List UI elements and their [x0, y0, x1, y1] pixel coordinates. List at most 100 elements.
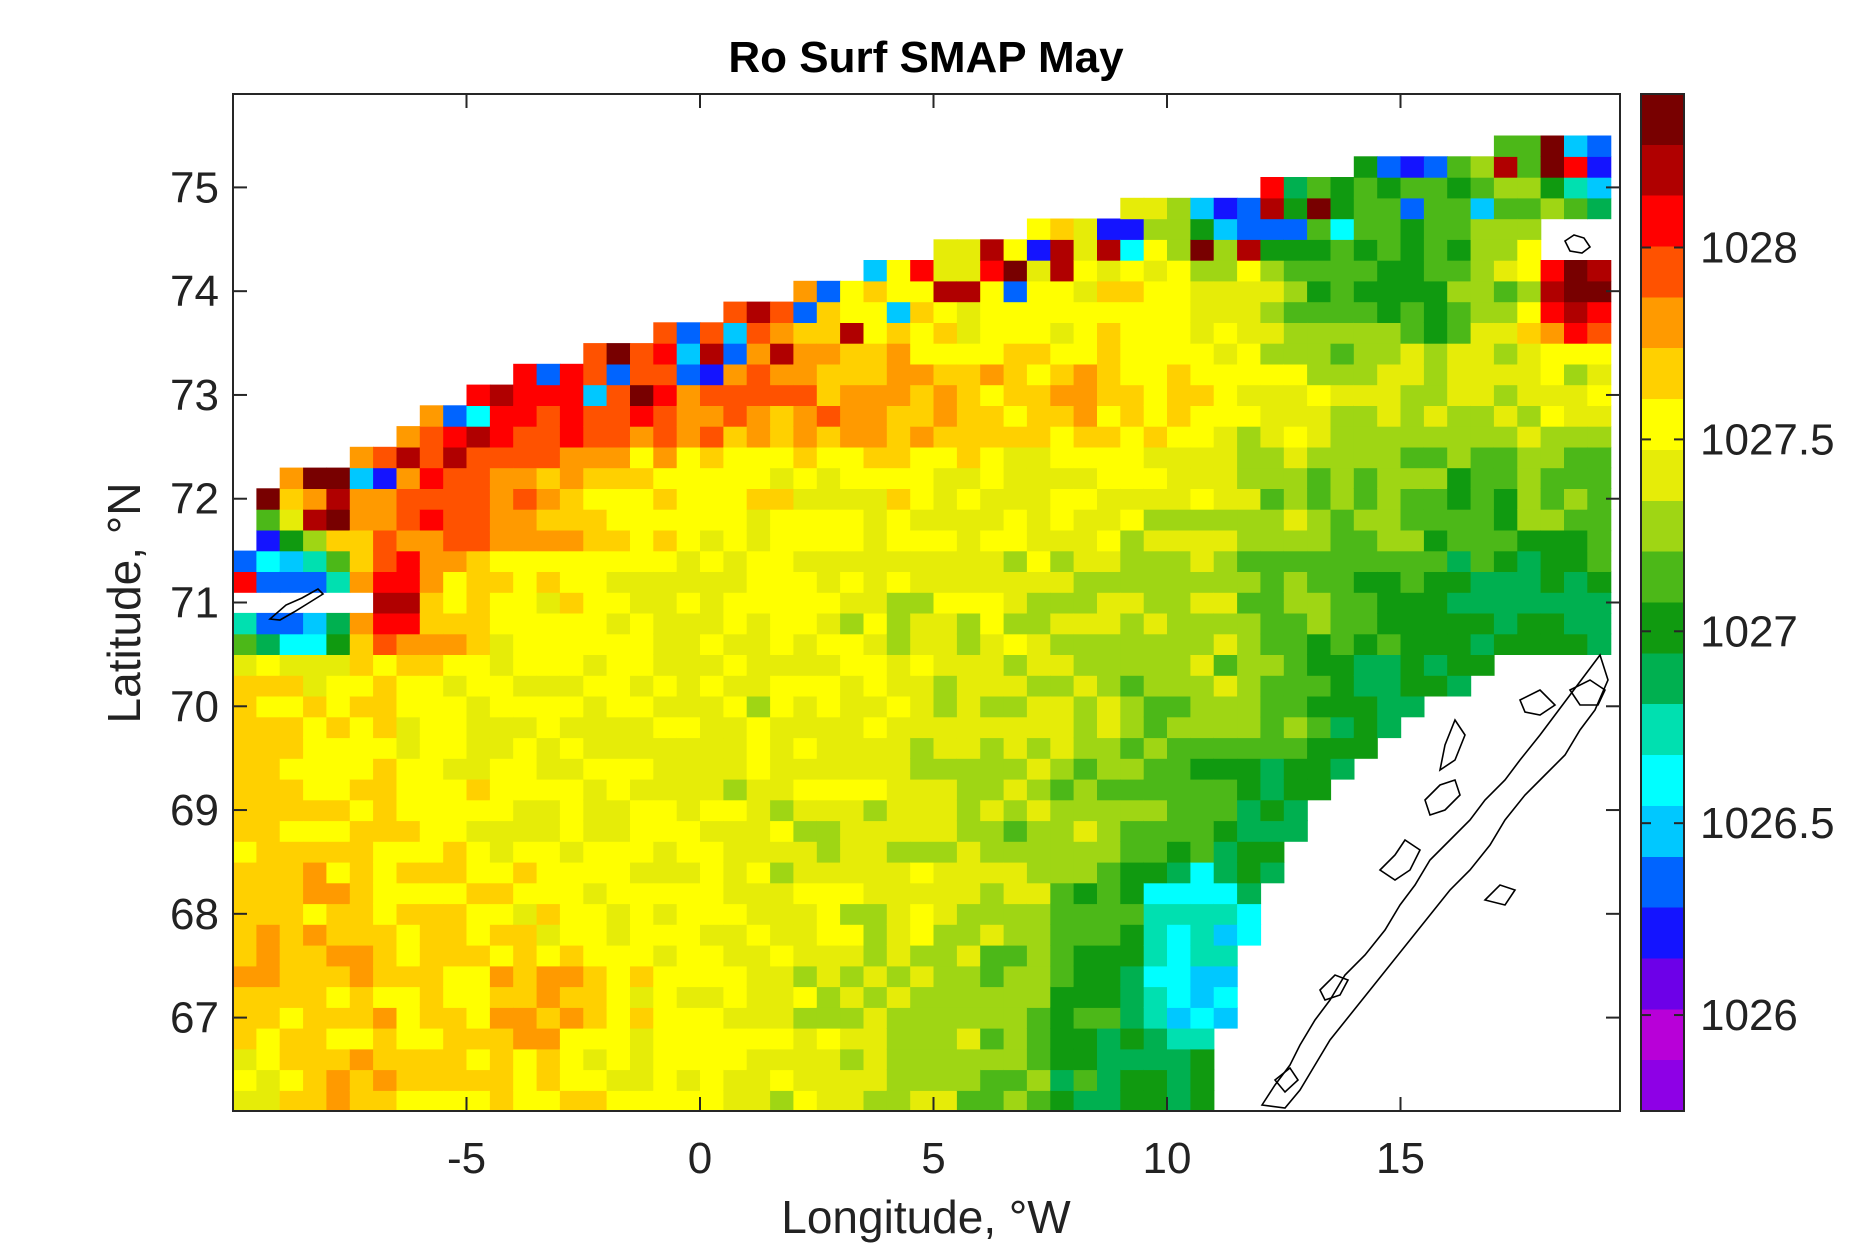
heatmap-cell [513, 488, 538, 510]
heatmap-cell [513, 1028, 538, 1050]
heatmap-cell [700, 1028, 724, 1050]
heatmap-cell [1587, 633, 1612, 655]
heatmap-cell [443, 737, 468, 759]
heatmap-cell [303, 986, 328, 1008]
heatmap-cell [513, 716, 538, 739]
heatmap-cell [840, 529, 865, 552]
heatmap-cell [1587, 592, 1612, 614]
heatmap-cell [1517, 135, 1542, 157]
heatmap-cell [700, 592, 724, 614]
heatmap-cell [326, 882, 351, 905]
heatmap-cell [1353, 405, 1378, 427]
heatmap-cell [980, 301, 1005, 323]
heatmap-cell [933, 384, 958, 406]
heatmap-cell [1003, 384, 1028, 406]
heatmap-cell [723, 716, 748, 739]
heatmap-cell [1237, 903, 1262, 925]
heatmap-cell [770, 882, 795, 905]
heatmap-cell [279, 778, 304, 801]
heatmap-cell [1003, 301, 1028, 323]
heatmap-cell [326, 612, 351, 635]
heatmap-cell [1564, 467, 1588, 489]
heatmap-cell [1260, 509, 1285, 531]
heatmap-cell [933, 550, 958, 572]
heatmap-cell [1470, 633, 1495, 655]
heatmap-cell [816, 882, 841, 905]
heatmap-cell [1190, 509, 1215, 531]
heatmap-cell [653, 778, 678, 801]
heatmap-cell [443, 446, 468, 469]
heatmap-cell [419, 820, 444, 842]
heatmap-cell [886, 343, 911, 365]
heatmap-cell [980, 239, 1005, 261]
heatmap-cell [396, 924, 421, 946]
heatmap-cell [303, 758, 328, 780]
heatmap-cell [723, 571, 748, 593]
heatmap-cell [1097, 1090, 1121, 1111]
heatmap-cell [419, 695, 444, 718]
colorbar-tick-label: 1027 [1700, 607, 1798, 656]
heatmap-cell [1026, 1069, 1051, 1091]
heatmap-cell [326, 1048, 351, 1071]
heatmap-cell [513, 1007, 538, 1029]
heatmap-cell [1120, 633, 1145, 655]
heatmap-cell [1377, 363, 1402, 386]
heatmap-cell [1283, 322, 1308, 344]
heatmap-cell [910, 654, 935, 676]
heatmap-cell [1213, 426, 1238, 448]
jan-mayen-island-outline [268, 588, 325, 621]
heatmap-cell [1423, 218, 1448, 240]
heatmap-cell [279, 820, 304, 842]
heatmap-cell [1540, 633, 1565, 655]
heatmap-cell [840, 986, 865, 1008]
heatmap-cell [606, 965, 631, 988]
heatmap-cell [1423, 633, 1448, 655]
heatmap-cell [933, 675, 958, 697]
heatmap-cell [1073, 301, 1098, 323]
heatmap-cell [1120, 695, 1145, 718]
heatmap-cell [1143, 778, 1168, 801]
heatmap-cell [1097, 239, 1121, 261]
heatmap-cell [653, 695, 678, 718]
heatmap-cell [513, 820, 538, 842]
heatmap-cell [1237, 239, 1262, 261]
heatmap-cell [489, 550, 514, 572]
heatmap-cell [793, 945, 818, 967]
heatmap-cell [279, 467, 304, 489]
heatmap-cell [863, 592, 888, 614]
heatmap-cell [443, 882, 468, 905]
heatmap-cell [956, 716, 981, 739]
heatmap-cell [1167, 612, 1191, 635]
heatmap-cell [419, 778, 444, 801]
heatmap-cell [1400, 509, 1425, 531]
heatmap-cell [1260, 529, 1285, 552]
heatmap-cell [1050, 716, 1075, 739]
heatmap-cell [303, 695, 328, 718]
heatmap-cell [1190, 820, 1215, 842]
heatmap-cell [1447, 509, 1472, 531]
heatmap-cell [303, 799, 328, 822]
heatmap-cell [559, 799, 584, 822]
heatmap-cell [1540, 467, 1565, 489]
heatmap-cell [816, 343, 841, 365]
heatmap-cell [676, 550, 701, 572]
heatmap-cell [1587, 280, 1612, 303]
heatmap-cell [396, 571, 421, 593]
heatmap-cell [1540, 301, 1565, 323]
heatmap-cell [910, 467, 935, 489]
heatmap-cell [256, 799, 281, 822]
heatmap-cell [1237, 467, 1262, 489]
heatmap-cell [1423, 384, 1448, 406]
heatmap-cell [886, 965, 911, 988]
heatmap-cell [1120, 903, 1145, 925]
heatmap-cell [746, 633, 771, 655]
heatmap-cell [536, 986, 561, 1008]
heatmap-cell [536, 965, 561, 988]
heatmap-cell [723, 467, 748, 489]
heatmap-cell [1493, 197, 1518, 220]
heatmap-cell [653, 654, 678, 676]
heatmap-cell [700, 612, 724, 635]
heatmap-cell [1400, 322, 1425, 344]
heatmap-cell [536, 758, 561, 780]
